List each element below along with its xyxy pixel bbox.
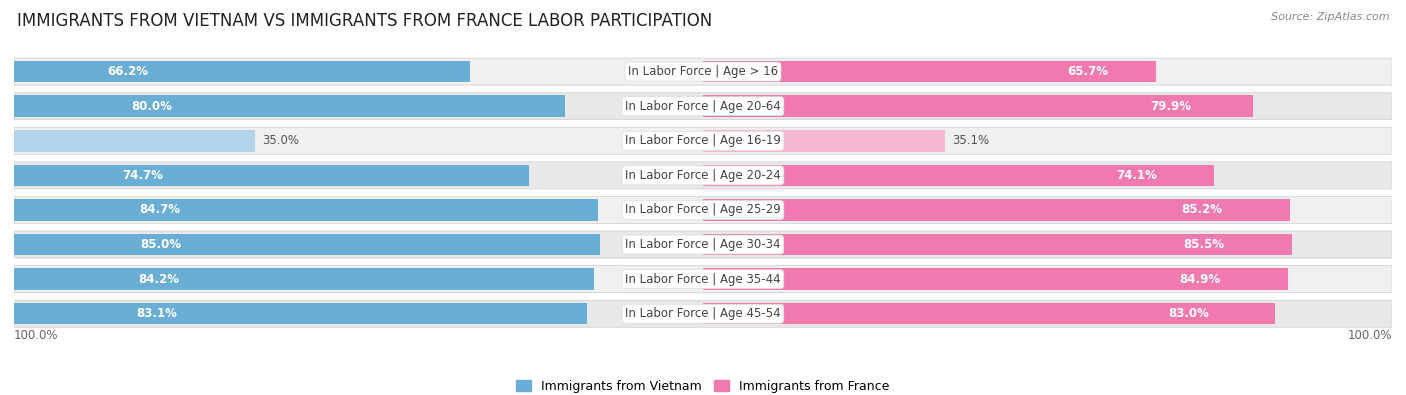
Text: In Labor Force | Age > 16: In Labor Force | Age > 16 bbox=[628, 65, 778, 78]
Text: 100.0%: 100.0% bbox=[14, 329, 59, 342]
Bar bbox=[703, 199, 1289, 221]
Text: 85.2%: 85.2% bbox=[1181, 203, 1222, 216]
Text: 74.1%: 74.1% bbox=[1116, 169, 1157, 182]
Bar bbox=[703, 165, 1213, 186]
Bar bbox=[703, 269, 1288, 290]
Text: 83.1%: 83.1% bbox=[136, 307, 177, 320]
Legend: Immigrants from Vietnam, Immigrants from France: Immigrants from Vietnam, Immigrants from… bbox=[512, 375, 894, 395]
Text: 80.0%: 80.0% bbox=[131, 100, 173, 113]
Text: In Labor Force | Age 45-54: In Labor Force | Age 45-54 bbox=[626, 307, 780, 320]
Text: 66.2%: 66.2% bbox=[108, 65, 149, 78]
Bar bbox=[14, 269, 595, 290]
Text: In Labor Force | Age 25-29: In Labor Force | Age 25-29 bbox=[626, 203, 780, 216]
FancyBboxPatch shape bbox=[14, 231, 1392, 258]
Text: In Labor Force | Age 16-19: In Labor Force | Age 16-19 bbox=[626, 134, 780, 147]
Bar bbox=[703, 61, 1156, 82]
FancyBboxPatch shape bbox=[14, 300, 1392, 327]
Bar bbox=[14, 96, 565, 117]
FancyBboxPatch shape bbox=[14, 266, 1392, 293]
Bar bbox=[14, 199, 598, 221]
Text: 84.7%: 84.7% bbox=[139, 203, 180, 216]
Text: In Labor Force | Age 20-24: In Labor Force | Age 20-24 bbox=[626, 169, 780, 182]
FancyBboxPatch shape bbox=[14, 58, 1392, 85]
FancyBboxPatch shape bbox=[14, 127, 1392, 154]
Bar bbox=[14, 234, 599, 255]
Text: Source: ZipAtlas.com: Source: ZipAtlas.com bbox=[1271, 12, 1389, 22]
Bar bbox=[14, 61, 470, 82]
Bar bbox=[14, 130, 256, 152]
Text: 83.0%: 83.0% bbox=[1168, 307, 1209, 320]
Text: In Labor Force | Age 30-34: In Labor Force | Age 30-34 bbox=[626, 238, 780, 251]
FancyBboxPatch shape bbox=[14, 196, 1392, 224]
Text: 85.5%: 85.5% bbox=[1182, 238, 1225, 251]
FancyBboxPatch shape bbox=[14, 162, 1392, 189]
Text: 100.0%: 100.0% bbox=[1347, 329, 1392, 342]
Bar bbox=[703, 130, 945, 152]
Bar bbox=[703, 234, 1292, 255]
Text: 84.9%: 84.9% bbox=[1180, 273, 1220, 286]
Bar bbox=[14, 165, 529, 186]
Text: In Labor Force | Age 35-44: In Labor Force | Age 35-44 bbox=[626, 273, 780, 286]
FancyBboxPatch shape bbox=[14, 93, 1392, 120]
Text: In Labor Force | Age 20-64: In Labor Force | Age 20-64 bbox=[626, 100, 780, 113]
Text: 85.0%: 85.0% bbox=[141, 238, 181, 251]
Text: 65.7%: 65.7% bbox=[1067, 65, 1108, 78]
Text: IMMIGRANTS FROM VIETNAM VS IMMIGRANTS FROM FRANCE LABOR PARTICIPATION: IMMIGRANTS FROM VIETNAM VS IMMIGRANTS FR… bbox=[17, 12, 711, 30]
Text: 79.9%: 79.9% bbox=[1150, 100, 1191, 113]
Text: 84.2%: 84.2% bbox=[139, 273, 180, 286]
Text: 74.7%: 74.7% bbox=[122, 169, 163, 182]
Bar bbox=[703, 96, 1254, 117]
Text: 35.1%: 35.1% bbox=[952, 134, 988, 147]
Bar bbox=[14, 303, 586, 324]
Bar bbox=[703, 303, 1275, 324]
Text: 35.0%: 35.0% bbox=[262, 134, 299, 147]
